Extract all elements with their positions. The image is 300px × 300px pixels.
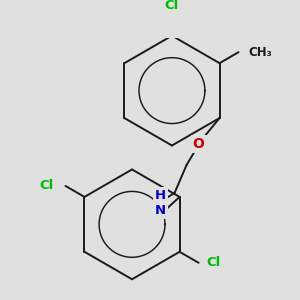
Text: H
N: H N (155, 189, 166, 217)
Text: H
N: H N (155, 189, 166, 217)
Text: Cl: Cl (207, 256, 221, 269)
Text: Cl: Cl (39, 179, 53, 192)
Text: O: O (193, 137, 205, 151)
Text: Cl: Cl (165, 0, 179, 12)
Text: CH₃: CH₃ (248, 46, 272, 59)
